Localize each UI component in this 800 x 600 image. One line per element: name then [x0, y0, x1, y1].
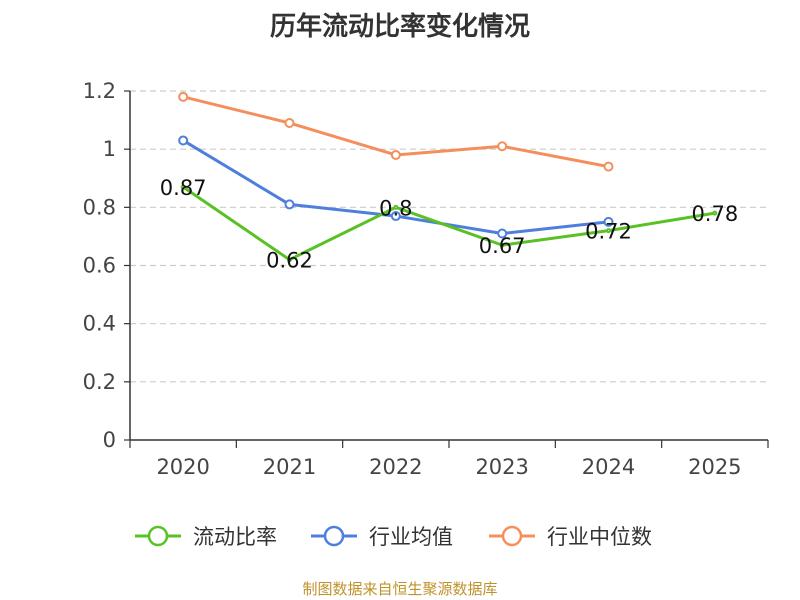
data-point	[284, 117, 295, 128]
legend-label: 行业均值	[369, 525, 453, 549]
grid-lines	[130, 90, 768, 383]
legend-marker-icon	[147, 525, 169, 547]
axes: 0 0.2 0.4 0.6 0.8 1 1.2 2020 2021 2022 2023 2024 202…	[83, 79, 769, 479]
data-label: 0.72	[585, 220, 632, 244]
x-tick-label: 2024	[582, 455, 635, 479]
y-tick-label: 1	[103, 137, 116, 161]
legend-item-0[interactable]: 流动比率	[135, 525, 277, 549]
data-point	[499, 242, 505, 248]
data-point	[712, 210, 718, 216]
x-tick-label: 2023	[475, 455, 528, 479]
data-point	[178, 135, 189, 146]
y-tick-label: 0	[103, 428, 116, 452]
data-point	[603, 161, 614, 172]
data-label: 0.87	[160, 176, 207, 200]
y-tick-label: 0.6	[83, 254, 116, 278]
data-point	[287, 257, 292, 263]
series-line-0	[182, 185, 716, 262]
data-point	[178, 91, 189, 102]
x-tick-label: 2021	[263, 455, 316, 479]
data-label: 0.8	[379, 196, 412, 220]
x-tick-label: 2020	[156, 455, 209, 479]
data-label: 0.78	[691, 202, 738, 226]
series-lines	[178, 91, 718, 263]
source-note: 制图数据来自恒生聚源数据库	[302, 580, 498, 598]
data-point	[497, 228, 508, 239]
x-tick-label: 2022	[369, 455, 422, 479]
data-label: 0.67	[479, 234, 526, 258]
data-point	[606, 228, 611, 234]
data-labels: 0.87 0.62 0.8 0.67 0.72 0.78	[160, 176, 738, 273]
legend-label: 行业中位数	[547, 525, 652, 549]
data-point	[393, 204, 399, 210]
legend-marker-icon	[501, 525, 523, 547]
y-tick-label: 1.2	[83, 79, 116, 103]
legend-marker-icon	[323, 525, 345, 547]
legend: 流动比率 行业均值 行业中位数	[135, 525, 652, 549]
legend-item-1[interactable]: 行业均值	[311, 525, 453, 549]
data-point	[603, 216, 614, 227]
legend-label: 流动比率	[193, 525, 277, 549]
chart-title: 历年流动比率变化情况	[269, 12, 530, 42]
data-point	[180, 184, 186, 190]
x-tick-label: 2025	[688, 455, 741, 479]
legend-item-2[interactable]: 行业中位数	[489, 525, 652, 549]
data-point	[390, 211, 401, 222]
y-tick-label: 0.8	[83, 195, 116, 219]
data-point	[284, 199, 295, 210]
y-tick-label: 0.2	[83, 370, 116, 394]
data-point	[390, 149, 401, 160]
data-label: 0.62	[266, 249, 313, 273]
data-point	[497, 141, 508, 152]
y-tick-label: 0.4	[83, 312, 116, 336]
